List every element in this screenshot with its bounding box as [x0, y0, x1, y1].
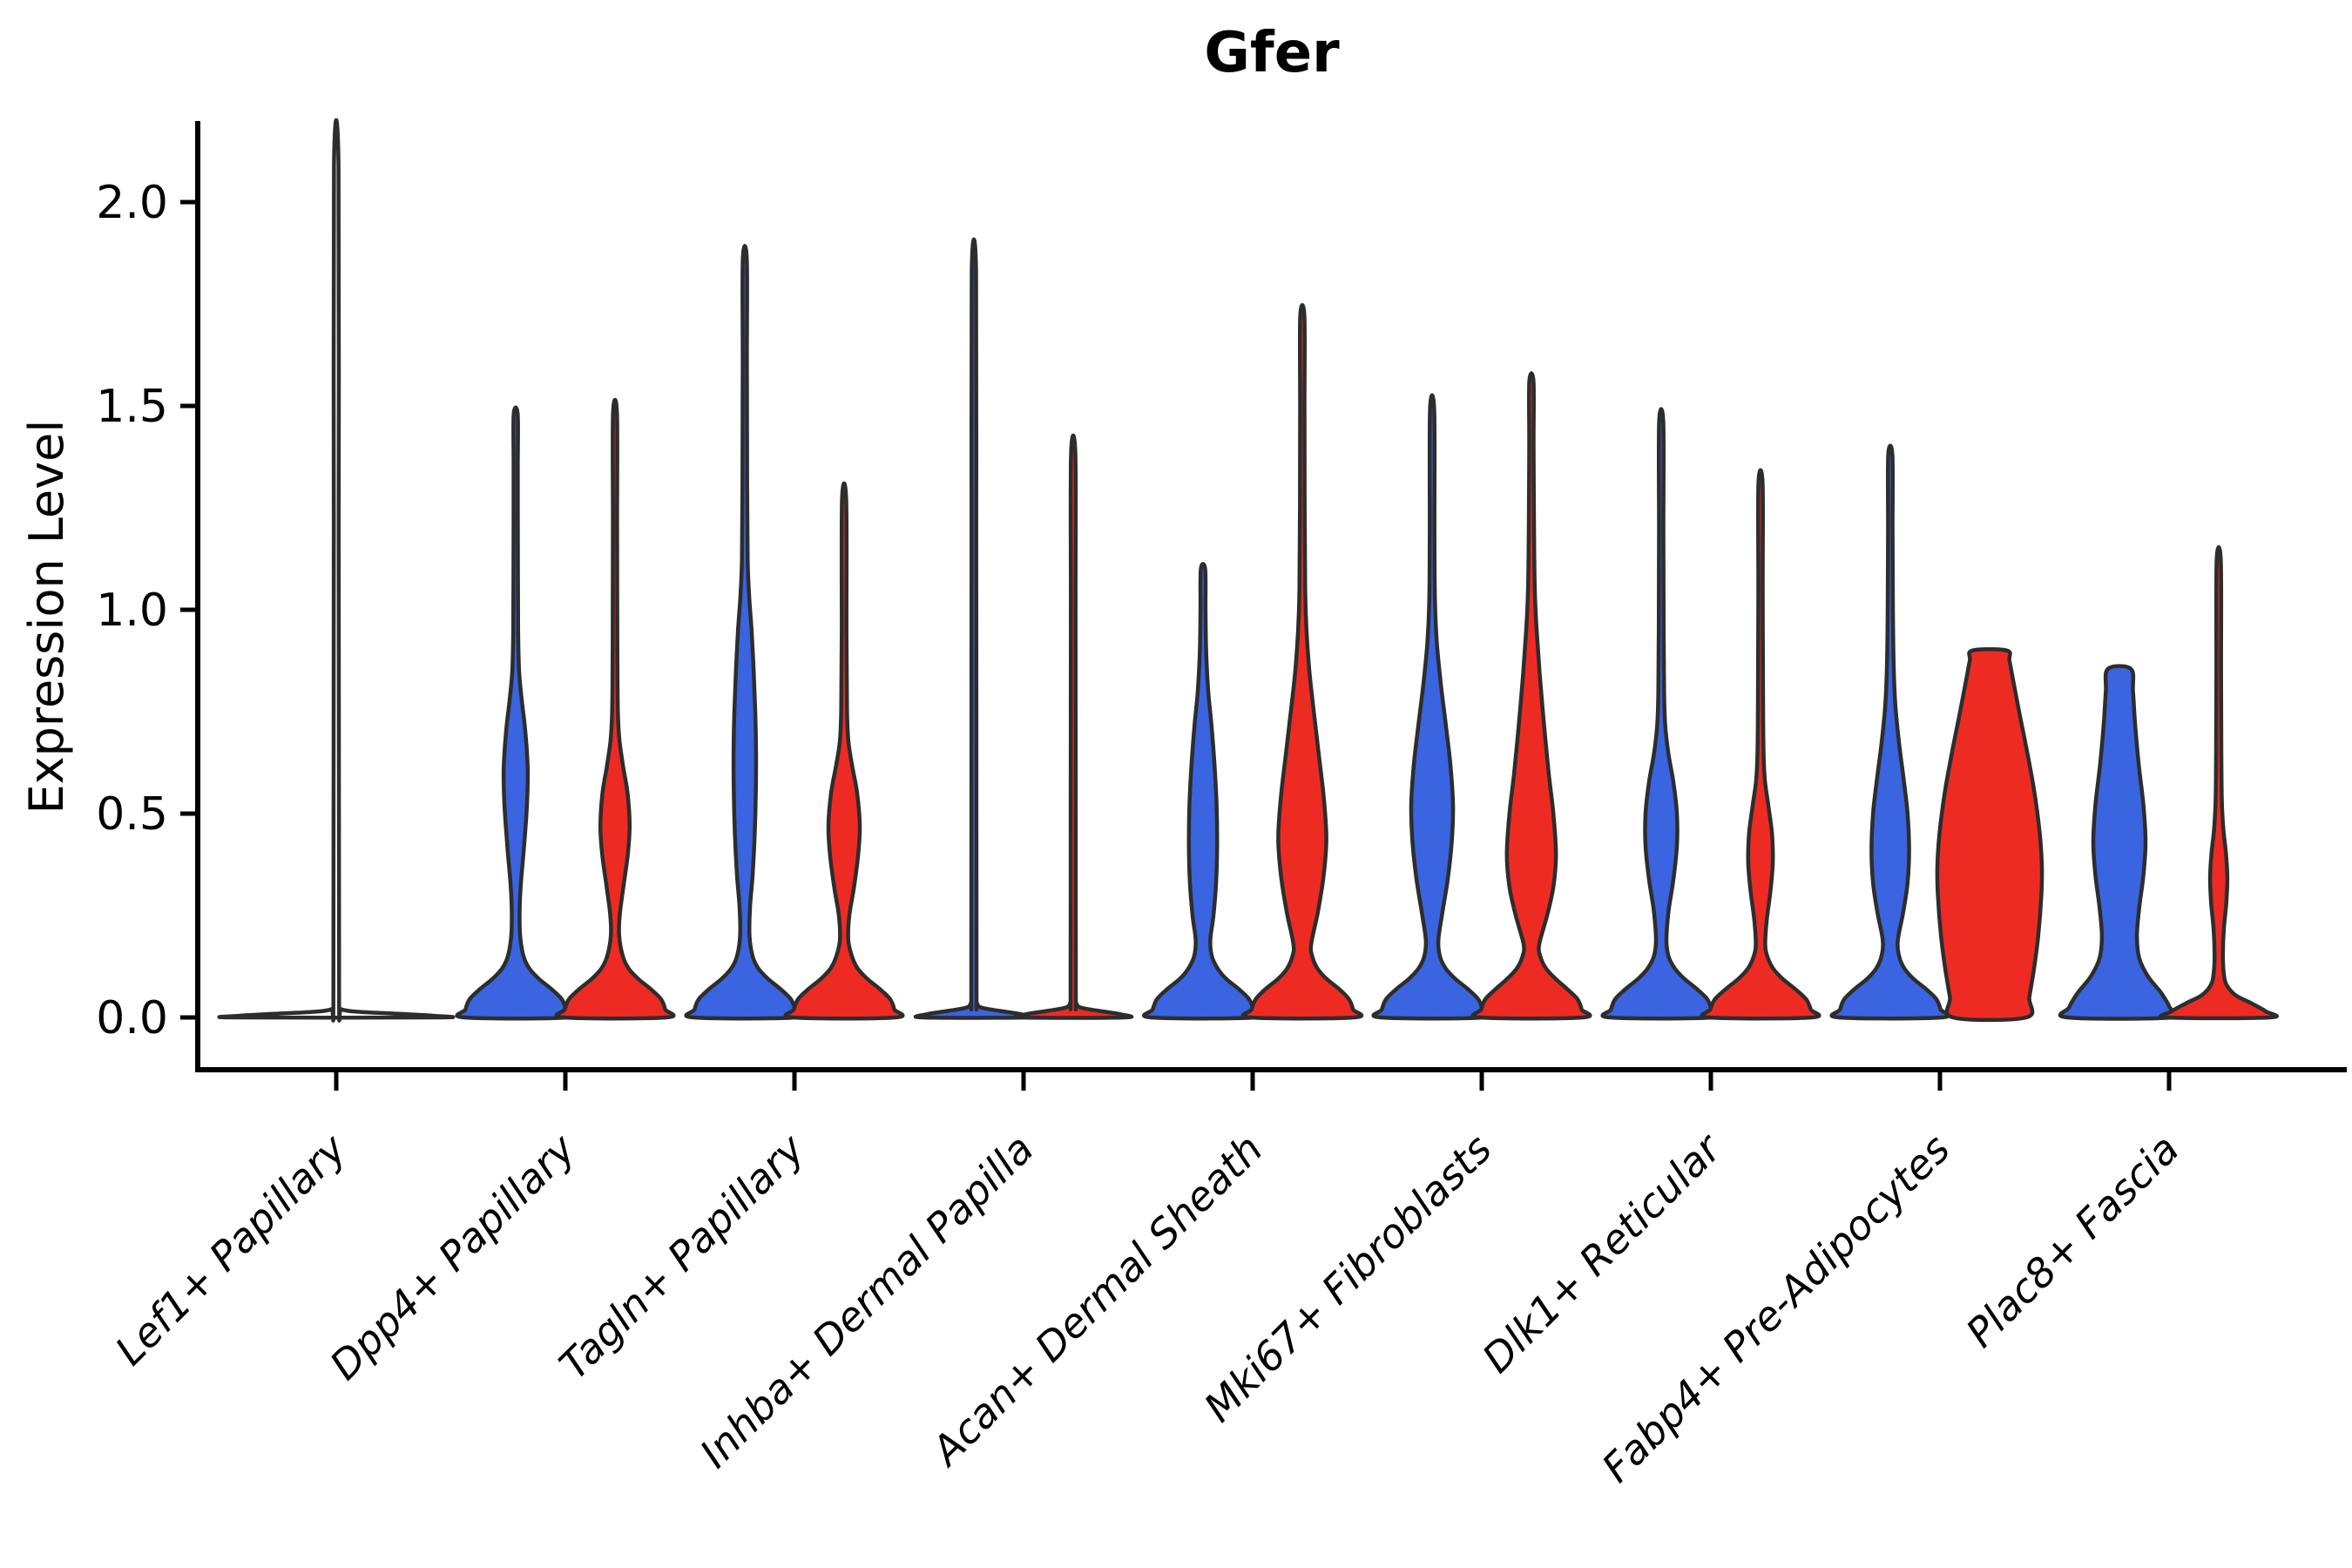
violin-blue-5 [1371, 393, 1493, 1021]
violin-layer [217, 118, 2279, 1023]
violin-red-7 [1935, 647, 2044, 1023]
violin-blue-3 [913, 237, 1035, 1020]
x-category-label: Tagln+ Papillary [550, 1125, 814, 1389]
y-tick-label: 0.5 [96, 788, 168, 841]
violin-red-5 [1470, 371, 1592, 1021]
x-category-label: Plac8+ Fascia [1957, 1125, 2187, 1356]
violin-red-4 [1240, 302, 1364, 1021]
violin-red-6 [1700, 468, 1821, 1021]
violin-red-2 [783, 481, 905, 1021]
y-tick-label: 1.0 [96, 585, 168, 637]
x-category-label: Dpp4+ Papillary [321, 1125, 585, 1389]
axes-layer [180, 121, 2347, 1091]
violin-blue-1 [455, 405, 577, 1021]
x-category-label: Lef1+ Papillary [106, 1125, 355, 1374]
y-axis-label: Expression Level [19, 420, 74, 814]
x-category-label: Dlk1+ Reticular [1473, 1123, 1732, 1382]
y-tick-label: 1.5 [96, 381, 168, 433]
violin-blue-7 [1829, 443, 1951, 1021]
violin-blue-6 [1600, 407, 1722, 1021]
violin-red-1 [554, 397, 676, 1021]
chart-title: Gfer [1204, 21, 1340, 85]
violin-blue-2 [684, 244, 806, 1021]
violin-blue-4 [1142, 562, 1264, 1021]
violin-red-8 [2159, 544, 2279, 1021]
violin-red-3 [1012, 433, 1134, 1020]
y-tick-label: 0.0 [96, 992, 168, 1044]
violin-blue-8 [2058, 664, 2181, 1021]
y-tick-label: 2.0 [96, 177, 168, 229]
violin-flat-0 [217, 118, 456, 1023]
